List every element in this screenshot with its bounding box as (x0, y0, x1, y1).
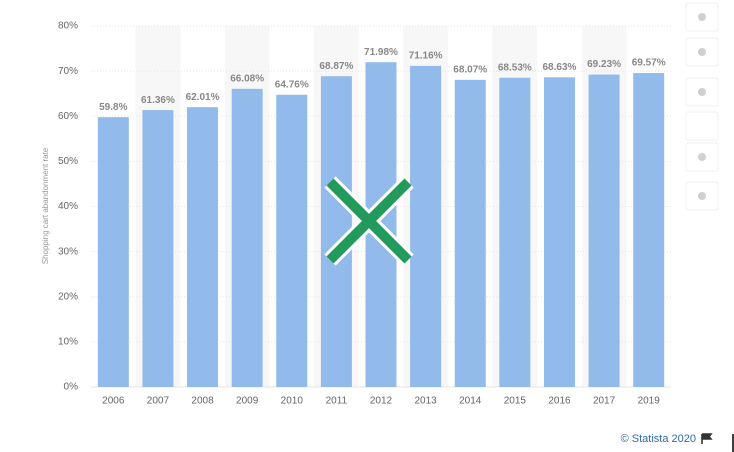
flag-icon[interactable] (701, 433, 713, 444)
value-label: 61.36% (141, 95, 175, 106)
sidebar-icon (698, 153, 706, 161)
x-tick-label: 2012 (370, 396, 393, 407)
y-tick-label: 20% (58, 291, 78, 302)
source[interactable]: © Statista 2020 (621, 433, 696, 445)
sidebar-icon (698, 192, 706, 200)
y-tick-label: 70% (58, 66, 78, 77)
value-label: 68.87% (319, 61, 353, 72)
y-tick-label: 40% (58, 201, 78, 212)
bar (142, 110, 174, 387)
sidebar (685, 2, 719, 211)
y-tick-label: 50% (58, 156, 78, 167)
x-tick-label: 2006 (102, 396, 125, 407)
overlay-x (324, 176, 414, 266)
bar (543, 77, 575, 387)
sidebar-icon (698, 88, 706, 96)
bar (588, 74, 620, 388)
y-tick-label: 10% (58, 337, 78, 348)
bar (320, 76, 352, 387)
y-tick-label: 30% (58, 246, 78, 257)
bar (231, 88, 263, 388)
bar (633, 73, 665, 388)
value-label: 62.01% (186, 92, 220, 103)
x-tick-label: 2013 (414, 396, 437, 407)
sidebar-icon (698, 13, 706, 21)
x-tick-label: 2011 (326, 396, 348, 407)
x-tick-label: 2016 (548, 396, 571, 407)
x-tick-label: 2009 (236, 396, 259, 407)
bar (97, 117, 129, 387)
value-label: 69.23% (587, 59, 621, 70)
bar (499, 77, 531, 388)
value-label: 64.76% (275, 79, 309, 90)
x-tick-label: 2008 (191, 396, 214, 407)
value-label: 66.08% (230, 73, 264, 84)
value-label: 68.53% (498, 62, 532, 73)
y-tick-label: 60% (58, 111, 78, 122)
x-tick-label: 2015 (504, 396, 527, 407)
value-label: 68.63% (543, 62, 577, 73)
y-tick-label: 80% (58, 21, 78, 32)
value-label: 68.07% (453, 64, 487, 75)
y-tick-label: 0% (64, 382, 79, 393)
value-label: 71.98% (364, 47, 398, 58)
sidebar-icon (698, 48, 706, 56)
bar (410, 65, 442, 387)
bar (454, 79, 486, 388)
y-axis-label: Shopping cart abandonment rate (41, 147, 50, 264)
bar (187, 107, 219, 388)
x-tick-label: 2019 (638, 396, 661, 407)
sidebar-button[interactable] (685, 111, 719, 141)
bar (276, 94, 308, 387)
value-label: 59.8% (99, 102, 127, 113)
value-label: 71.16% (409, 51, 443, 62)
x-tick-label: 2010 (281, 396, 304, 407)
x-tick-label: 2007 (147, 396, 170, 407)
value-label: 69.57% (632, 58, 666, 69)
x-tick-label: 2014 (459, 396, 482, 407)
x-tick-label: 2017 (593, 396, 616, 407)
